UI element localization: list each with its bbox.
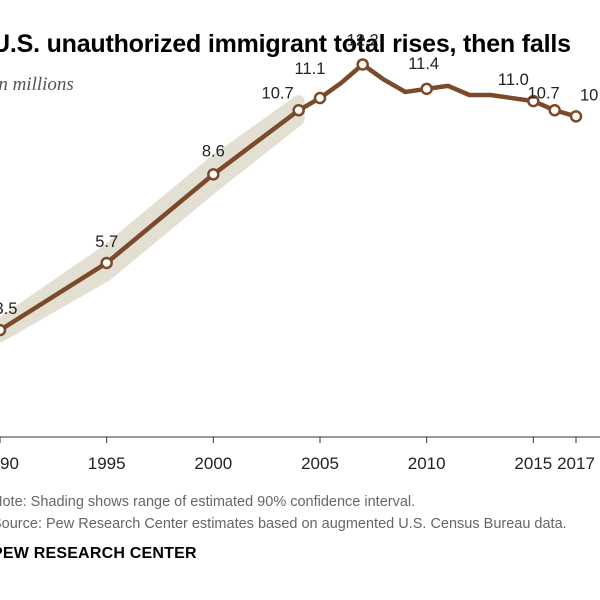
data-point-marker [548, 104, 561, 117]
data-point-marker [420, 82, 433, 96]
data-point-marker [292, 104, 305, 117]
data-point-marker [356, 58, 369, 71]
x-tick-label: 2015 [514, 454, 552, 473]
x-tick-label: 2005 [301, 454, 339, 473]
x-tick-label: 2017 [557, 454, 595, 473]
data-label: 3.5 [0, 300, 17, 318]
chart-subtitle: In millions [0, 74, 74, 95]
x-tick-label: 1990 [0, 454, 19, 473]
page-title: U.S. unauthorized immigrant total rises,… [0, 30, 571, 58]
data-points [0, 58, 583, 337]
data-label: 5.7 [95, 233, 118, 251]
data-point-marker [0, 323, 7, 337]
data-label: 11.0 [498, 71, 529, 89]
chart-note: Note: Shading shows range of estimated 9… [0, 494, 416, 510]
data-label: 11.4 [408, 55, 439, 73]
data-label: 10.7 [262, 84, 294, 102]
data-labels: 3.55.78.610.711.112.211.411.010.710.5 [0, 31, 600, 318]
series-line-layer [0, 62, 579, 333]
data-label: 12.2 [347, 31, 379, 49]
confidence-band [0, 95, 305, 343]
data-label: 10.7 [528, 84, 560, 102]
data-point-marker [527, 94, 540, 108]
brand-logo-text: PEW RESEARCH CENTER [0, 545, 197, 562]
data-point-marker [569, 110, 583, 123]
data-point-marker [100, 256, 113, 270]
x-tick-label: 2010 [408, 454, 446, 473]
data-label: 8.6 [202, 142, 225, 160]
data-point-marker [207, 168, 220, 181]
series-line [0, 62, 579, 333]
data-point-marker [313, 91, 327, 105]
x-tick-label: 1995 [88, 454, 126, 473]
x-tick-label: 2000 [194, 454, 232, 473]
x-axis-ticks: 1990 1995 2000 2005 2010 2015 2017 [0, 437, 595, 473]
data-label: 10.5 [580, 86, 600, 104]
confidence-band-layer [0, 95, 305, 343]
chart-source: Source: Pew Research Center estimates ba… [0, 516, 567, 532]
data-label: 11.1 [295, 60, 326, 78]
